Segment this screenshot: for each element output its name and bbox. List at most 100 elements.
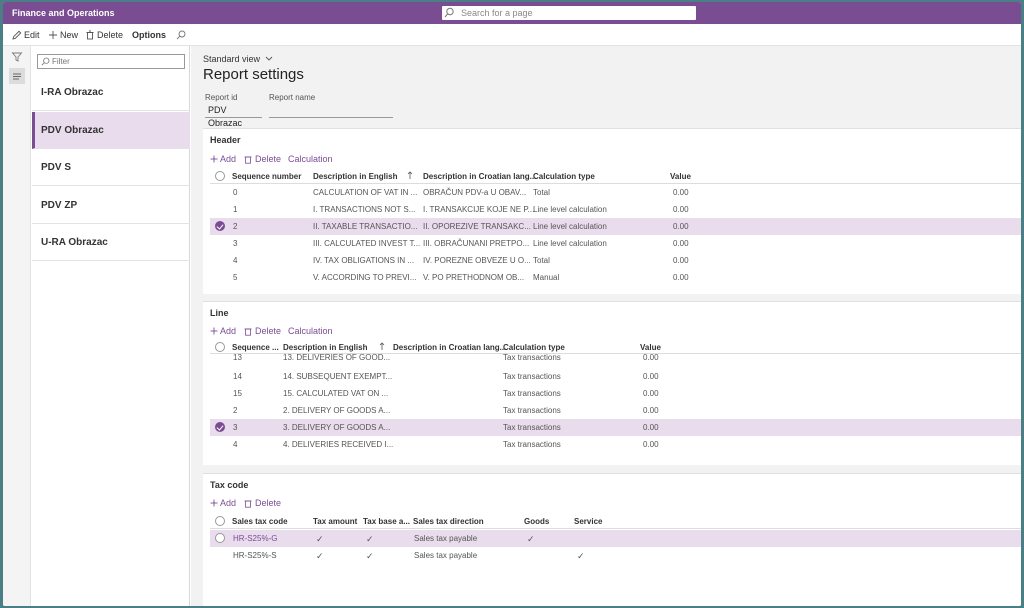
- column-header[interactable]: Description in English: [283, 343, 368, 352]
- filter-pane-button[interactable]: [9, 49, 25, 65]
- column-header[interactable]: Description in English: [313, 172, 398, 181]
- cell-seq: 2: [233, 222, 238, 231]
- cell-en: II. TAXABLE TRANSACTIO...: [313, 222, 418, 231]
- filter-input[interactable]: [37, 54, 185, 69]
- column-header[interactable]: Calculation type: [503, 343, 565, 352]
- app-window: Finance and Operations Search for a page…: [3, 2, 1021, 606]
- cell-en: 3. DELIVERY OF GOODS A...: [283, 423, 391, 432]
- cell-seq: 5: [233, 273, 238, 282]
- cell-type: Total: [533, 256, 550, 265]
- plus-icon: [210, 327, 218, 335]
- table-row[interactable]: 15 15. CALCULATED VAT ON ... Tax transac…: [210, 385, 1021, 402]
- cell-type: Tax transactions: [503, 423, 561, 432]
- column-header[interactable]: Value: [640, 343, 661, 352]
- options-label: Options: [132, 30, 166, 40]
- list-item-label: PDV Obrazac: [41, 125, 104, 136]
- table-row[interactable]: 4 IV. TAX OBLIGATIONS IN ... IV. POREZNE…: [210, 252, 1021, 269]
- table-row[interactable]: 2 II. TAXABLE TRANSACTIO... II. OPOREZIV…: [210, 218, 1021, 235]
- column-header[interactable]: Sales tax direction: [413, 517, 484, 526]
- list-item-pdv-zp[interactable]: PDV ZP: [32, 187, 190, 224]
- page-title: Report settings: [203, 66, 304, 83]
- search-input[interactable]: Search for a page: [442, 6, 696, 20]
- cell-value: 0.00: [643, 372, 659, 381]
- cell-type: Tax transactions: [503, 389, 561, 398]
- search-icon: [41, 57, 50, 66]
- cell-en: IV. TAX OBLIGATIONS IN ...: [313, 256, 415, 265]
- search-icon: [176, 30, 186, 40]
- cell-seq: 3: [233, 423, 238, 432]
- list-item-pdv-s[interactable]: PDV S: [32, 149, 190, 186]
- cell-en: CALCULATION OF VAT IN ...: [313, 188, 418, 197]
- report-id-field[interactable]: PDV Obrazac: [205, 104, 262, 128]
- cell-hr: V. PO PRETHODNOM OB...: [423, 273, 525, 282]
- tax-code-grid-header: Sales tax code Tax amount Tax base a... …: [210, 514, 1021, 529]
- row-selected-radio[interactable]: [215, 422, 225, 432]
- table-row[interactable]: 0 CALCULATION OF VAT IN ... OBRAČUN PDV-…: [210, 184, 1021, 201]
- column-header[interactable]: Tax amount: [313, 517, 358, 526]
- select-all-radio[interactable]: [215, 171, 225, 181]
- tax-code-toolbar: Add Delete: [210, 498, 330, 510]
- table-row[interactable]: 3 III. CALCULATED INVEST T... III. OBRAČ…: [210, 235, 1021, 252]
- column-header[interactable]: Value: [670, 172, 691, 181]
- column-header[interactable]: Sales tax code: [232, 517, 288, 526]
- table-row[interactable]: 3 3. DELIVERY OF GOODS A... Tax transact…: [210, 419, 1021, 436]
- list-item-i-ra-obrazac[interactable]: I-RA Obrazac: [32, 74, 190, 111]
- cell-hr: I. TRANSAKCIJE KOJE NE P...: [423, 205, 535, 214]
- cell-value: 0.00: [643, 406, 659, 415]
- column-header[interactable]: Service: [574, 517, 603, 526]
- line-calculation-label: Calculation: [288, 326, 333, 336]
- table-row[interactable]: 14 14. SUBSEQUENT EXEMPT... Tax transact…: [210, 368, 1021, 385]
- cell-tax-code[interactable]: HR-S25%-S: [233, 551, 277, 560]
- options-button[interactable]: Options: [132, 29, 168, 41]
- new-button[interactable]: New: [48, 29, 80, 41]
- table-row[interactable]: HR-S25%-G ✓ ✓ Sales tax payable ✓: [210, 530, 1021, 547]
- plus-icon: [210, 499, 218, 507]
- column-header[interactable]: Description in Croatian lang...: [393, 343, 507, 352]
- column-header[interactable]: Sequence number: [232, 172, 302, 181]
- table-row[interactable]: HR-S25%-S ✓ ✓ Sales tax payable ✓: [210, 547, 1021, 564]
- tax-base-check: ✓: [366, 551, 374, 561]
- select-all-radio[interactable]: [215, 342, 225, 352]
- table-row[interactable]: 5 V. ACCORDING TO PREVI... V. PO PRETHOD…: [210, 269, 1021, 286]
- select-all-radio[interactable]: [215, 516, 225, 526]
- table-row[interactable]: 4 4. DELIVERIES RECEIVED I... Tax transa…: [210, 436, 1021, 453]
- table-row[interactable]: 1 I. TRANSACTIONS NOT S... I. TRANSAKCIJ…: [210, 201, 1021, 218]
- edit-button[interactable]: Edit: [12, 29, 44, 41]
- column-header[interactable]: Goods: [524, 517, 550, 526]
- cell-seq: 1: [233, 205, 238, 214]
- list-item-u-ra-obrazac[interactable]: U-RA Obrazac: [32, 224, 190, 261]
- line-grid-header: Sequence ... Description in English Desc…: [210, 340, 1021, 354]
- table-row[interactable]: 13 13. DELIVERIES OF GOOD... Tax transac…: [210, 354, 1021, 366]
- cell-tax-code-link[interactable]: HR-S25%-G: [233, 534, 278, 543]
- cell-type: Line level calculation: [533, 222, 607, 231]
- list-view-button[interactable]: [9, 68, 25, 84]
- row-radio[interactable]: [215, 533, 225, 543]
- cell-direction: Sales tax payable: [414, 534, 478, 543]
- table-row[interactable]: 2 2. DELIVERY OF GOODS A... Tax transact…: [210, 402, 1021, 419]
- header-toolbar: Add Delete Calculation: [210, 154, 410, 166]
- list-item-pdv-obrazac[interactable]: PDV Obrazac: [32, 112, 190, 149]
- report-name-field[interactable]: [269, 104, 393, 118]
- cell-value: 0.00: [643, 440, 659, 449]
- column-header[interactable]: Sequence ...: [232, 343, 279, 352]
- action-search-button[interactable]: [176, 29, 188, 41]
- search-placeholder: Search for a page: [461, 8, 533, 18]
- cell-type: Line level calculation: [533, 205, 607, 214]
- line-section-title: Line: [210, 308, 229, 318]
- column-header[interactable]: Calculation type: [533, 172, 595, 181]
- delete-button[interactable]: Delete: [85, 29, 125, 41]
- list-item-label: I-RA Obrazac: [41, 87, 104, 98]
- cell-hr: III. OBRAČUNANI PRETPO...: [423, 239, 530, 248]
- view-selector[interactable]: Standard view: [203, 54, 273, 64]
- row-selected-radio[interactable]: [215, 221, 225, 231]
- cell-type: Manual: [533, 273, 560, 282]
- app-title[interactable]: Finance and Operations: [12, 8, 115, 18]
- cell-en: V. ACCORDING TO PREVI...: [313, 273, 417, 282]
- cell-type: Tax transactions: [503, 406, 561, 415]
- column-header[interactable]: Description in Croatian lang...: [423, 172, 537, 181]
- tax-amount-check: ✓: [316, 551, 324, 561]
- column-header[interactable]: Tax base a...: [363, 517, 410, 526]
- report-name-label: Report name: [269, 93, 316, 102]
- header-add-label: Add: [220, 154, 237, 164]
- cell-hr: IV. POREZNE OBVEZE U O...: [423, 256, 531, 265]
